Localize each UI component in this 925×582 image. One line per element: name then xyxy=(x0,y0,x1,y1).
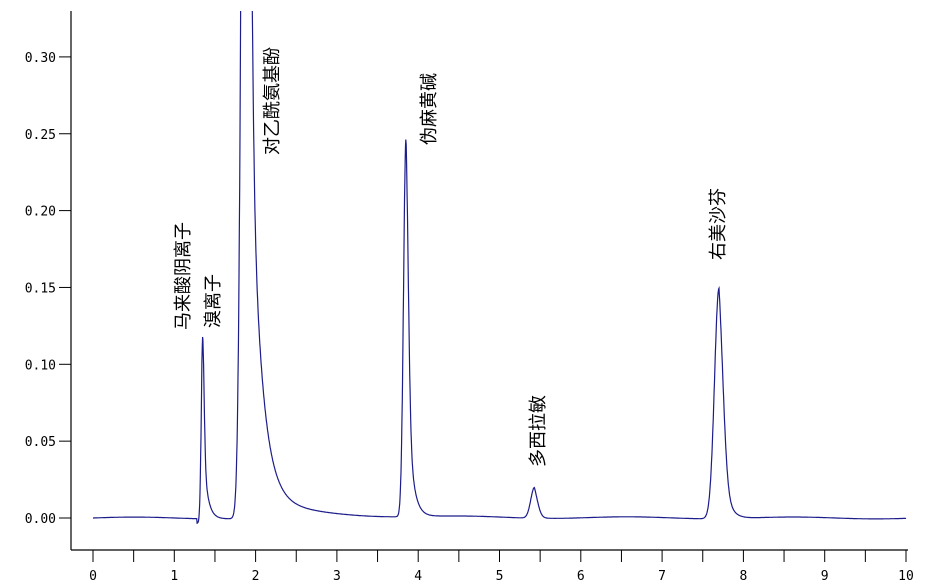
y-tick-label: 0.20 xyxy=(25,205,56,220)
x-tick-label: 8 xyxy=(739,569,747,582)
x-tick-label: 4 xyxy=(414,569,422,582)
x-tick-label: 9 xyxy=(821,569,829,582)
axes: 0.00 0.05 0.10 0.15 0.20 0.25 0.30 0 1 2 3 4 5 6 7 8 9 10 xyxy=(25,11,914,582)
x-tick-label: 6 xyxy=(577,569,585,582)
peak-label: 溴离子 xyxy=(203,274,224,328)
y-tick-label: 0.00 xyxy=(25,512,56,527)
chromatogram-trace xyxy=(93,11,907,525)
x-tick-label: 0 xyxy=(89,569,97,582)
peak-label: 伪麻黄碱 xyxy=(419,73,440,145)
plot-area xyxy=(93,11,907,525)
x-tick-label: 1 xyxy=(170,569,178,582)
peak-label: 右美沙芬 xyxy=(708,188,729,260)
x-tick-label: 10 xyxy=(898,569,914,582)
peak-label: 多西拉敏 xyxy=(528,395,549,467)
y-tick-label: 0.30 xyxy=(25,51,56,66)
x-tick-label: 2 xyxy=(252,569,260,582)
x-tick-label: 3 xyxy=(333,569,341,582)
y-tick-label: 0.05 xyxy=(25,435,56,450)
y-tick-label: 0.10 xyxy=(25,358,56,373)
peak-label: 对乙酰氨基酚 xyxy=(262,47,283,155)
peak-label: 马来酸阴离子 xyxy=(173,222,194,330)
y-tick-label: 0.15 xyxy=(25,281,56,296)
x-tick-label: 5 xyxy=(496,569,504,582)
y-tick-label: 0.25 xyxy=(25,128,56,143)
x-tick-label: 7 xyxy=(658,569,666,582)
